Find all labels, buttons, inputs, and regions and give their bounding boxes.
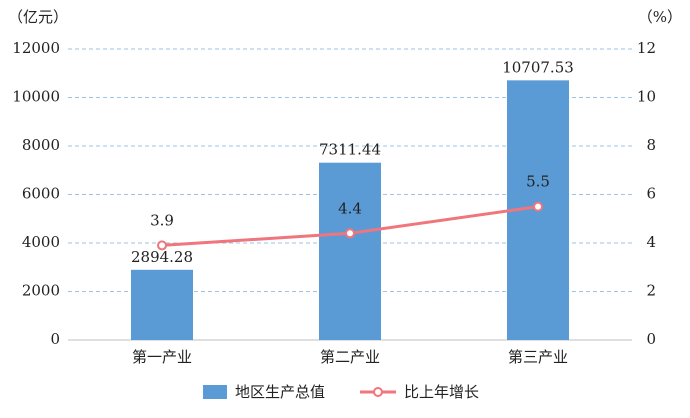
y-axis-label: （亿元） — [8, 8, 68, 26]
x-tick-label: 第三产业 — [508, 348, 568, 366]
y-tick-label: 4000 — [22, 233, 60, 251]
legend-swatch — [373, 387, 383, 397]
data-label: 10707.53 — [502, 58, 574, 76]
y2-tick-label: 8 — [646, 136, 656, 154]
legend-label: 比上年增长 — [404, 383, 479, 401]
y-tick-label: 10000 — [12, 88, 60, 106]
data-label: 4.4 — [338, 199, 362, 217]
y2-tick-label: 4 — [646, 233, 656, 251]
data-label: 7311.44 — [319, 141, 381, 159]
y-tick-label: 2000 — [22, 282, 60, 300]
y2-tick-label: 6 — [646, 185, 656, 203]
y2-tick-label: 12 — [637, 39, 656, 57]
y-tick-label: 6000 — [22, 185, 60, 203]
y2-tick-label: 10 — [637, 88, 656, 106]
y-tick-label: 8000 — [22, 136, 60, 154]
y2-tick-label: 0 — [646, 330, 656, 348]
data-label: 2894.28 — [131, 248, 193, 266]
data-label: 3.9 — [150, 211, 174, 229]
y2-axis-label: （%） — [638, 8, 682, 26]
legend-label: 地区生产总值 — [235, 383, 325, 401]
x-tick-label: 第一产业 — [132, 348, 192, 366]
bar — [319, 162, 381, 340]
y2-tick-label: 2 — [646, 282, 656, 300]
x-tick-label: 第二产业 — [320, 348, 380, 366]
bar — [131, 269, 193, 340]
line-marker — [533, 201, 543, 212]
y-tick-label: 0 — [50, 330, 60, 348]
legend-swatch — [203, 385, 227, 399]
line-marker — [157, 240, 167, 251]
data-label: 5.5 — [526, 173, 550, 191]
y-tick-label: 12000 — [12, 39, 60, 57]
line-marker — [345, 228, 355, 239]
